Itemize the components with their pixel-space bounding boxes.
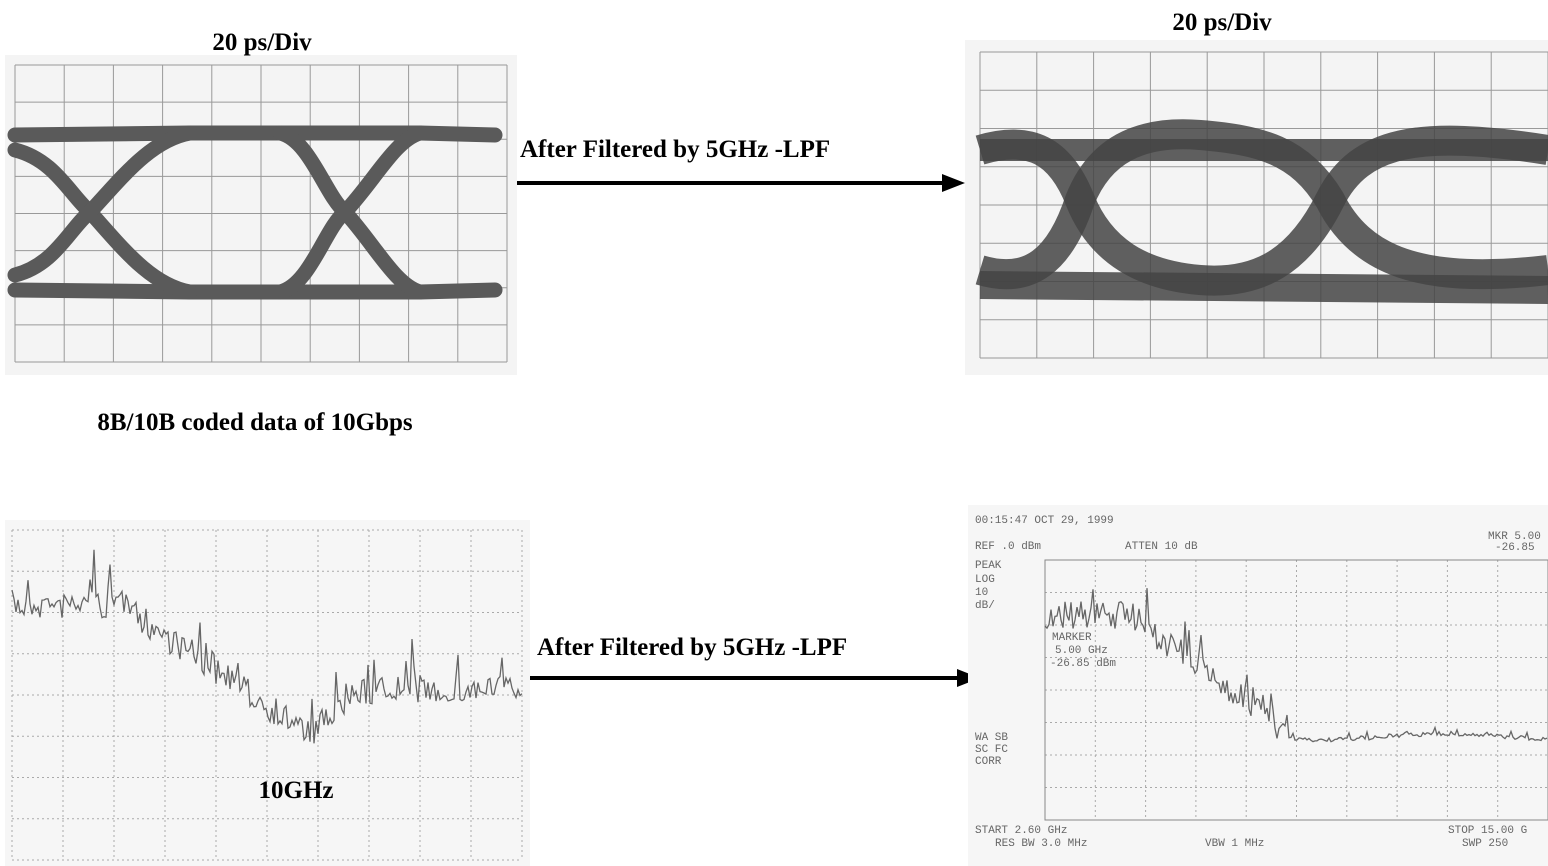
screen-text: MKR 5.00 (1488, 531, 1541, 543)
screen-text: ATTEN 10 dB (1125, 541, 1198, 553)
analyzer-text: 00:15:47 OCT 29, 1999 REF .0 dBm ATTEN 1… (975, 515, 1541, 850)
spectrum-frame (1044, 559, 1548, 821)
screen-text: MARKER (1052, 632, 1092, 644)
scale-label: 20 ps/Div (212, 29, 312, 56)
screen-text: 10 (975, 587, 988, 599)
eye-trace-before (7, 125, 503, 300)
screen-text: CORR (975, 756, 1002, 768)
screen-text: PEAK (975, 560, 1002, 572)
arrow-label: After Filtered by 5GHz -LPF (520, 136, 830, 163)
screen-text: START 2.60 GHz (975, 825, 1067, 837)
screen-text: 5.00 GHz (1055, 645, 1108, 657)
screen-text: REF .0 dBm (975, 541, 1041, 553)
caption: 8B/10B coded data of 10Gbps (97, 409, 413, 436)
spectrum-trace-after (1044, 588, 1548, 743)
screen-text: VBW 1 MHz (1205, 838, 1264, 850)
screen-text: -26.85 dBm (1050, 658, 1116, 670)
eye-grid-before (14, 64, 508, 363)
screen-text: WA SB (975, 732, 1008, 744)
screen-text: -26.85 (1495, 542, 1535, 554)
screen-text: SWP 250 (1462, 838, 1508, 850)
spectrum-grid-before (11, 529, 523, 861)
marker-label: 10GHz (259, 777, 334, 804)
screen-text: LOG (975, 574, 995, 586)
screen-text: dB/ (975, 600, 995, 612)
arrow-head (942, 174, 965, 192)
screen-text: SC FC (975, 744, 1008, 756)
scale-label: 20 ps/Div (1172, 9, 1272, 36)
screen-text: 00:15:47 OCT 29, 1999 (975, 515, 1114, 527)
arrow-label: After Filtered by 5GHz -LPF (537, 634, 847, 661)
eye-trace-after (975, 119, 1548, 304)
spectrum-trace-before (11, 549, 523, 744)
spectrum-screen-after (968, 505, 1548, 866)
screen-text: RES BW 3.0 MHz (995, 838, 1087, 850)
screen-text: STOP 15.00 G (1448, 825, 1527, 837)
